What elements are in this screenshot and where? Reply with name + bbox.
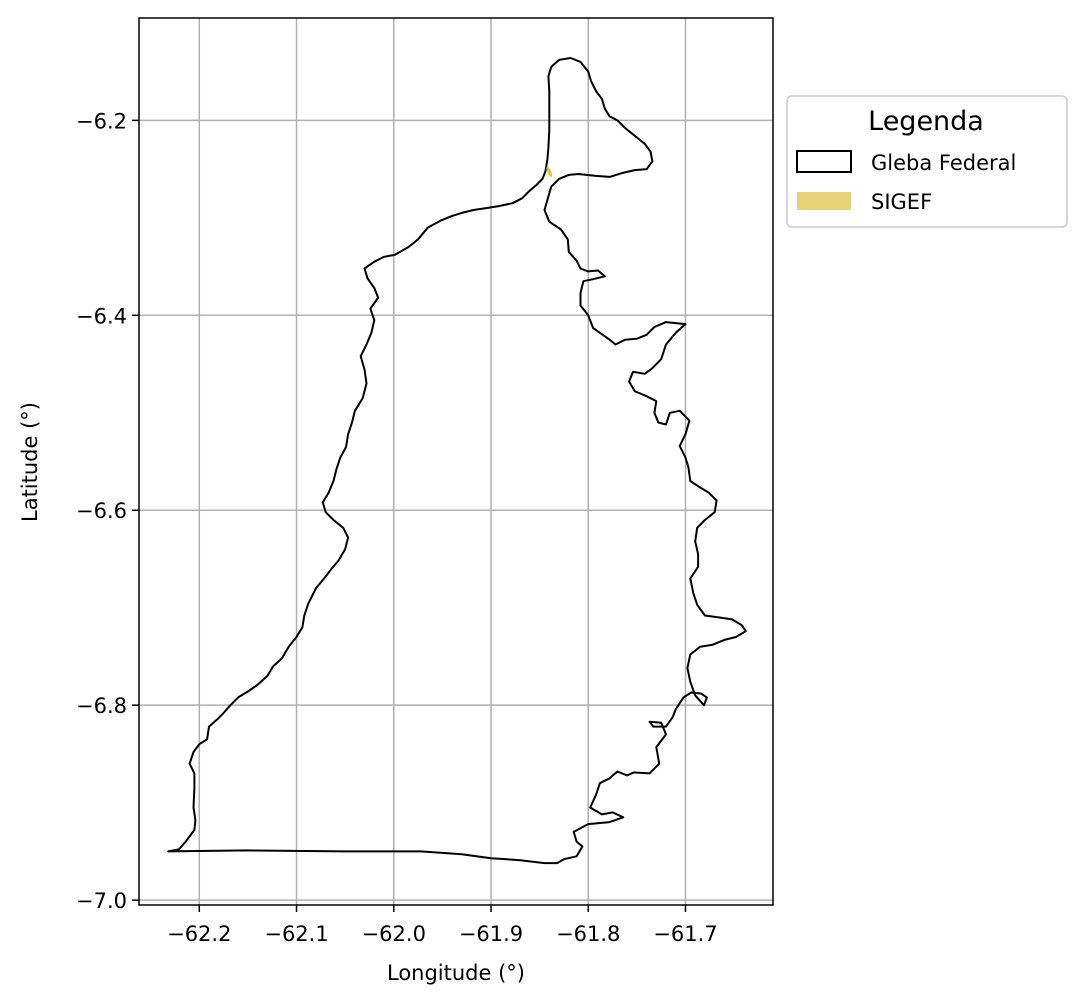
gleba-federal-polygon — [167, 57, 747, 865]
legend: Legenda Gleba Federal SIGEF — [786, 95, 1068, 228]
legend-title: Legenda — [868, 106, 984, 137]
x-tick-label: −62.1 — [264, 922, 328, 946]
legend-label-sigef: SIGEF — [871, 190, 932, 214]
x-tick-label: −61.8 — [556, 922, 620, 946]
legend-swatch-gleba-federal — [796, 150, 852, 173]
y-tick-label: −6.4 — [76, 304, 127, 328]
x-tick-label: −62.2 — [167, 922, 231, 946]
plot-frame — [138, 17, 774, 906]
sigef-polygon — [546, 166, 553, 177]
x-tick-label: −61.9 — [459, 922, 523, 946]
legend-swatch-sigef — [797, 192, 851, 210]
y-tick-label: −6.6 — [76, 499, 127, 523]
legend-box — [786, 95, 1068, 228]
y-tick-label: −7.0 — [76, 889, 127, 913]
x-tick-label: −61.7 — [653, 922, 717, 946]
map-polygons — [167, 57, 747, 865]
y-ticks: −6.2 −6.4 −6.6 −6.8 −7.0 — [76, 109, 139, 913]
x-tick-label: −62.0 — [362, 922, 426, 946]
x-ticks: −62.2 −62.1 −62.0 −61.9 −61.8 −61.7 — [167, 905, 718, 946]
y-tick-label: −6.2 — [76, 109, 127, 133]
legend-label-gleba-federal: Gleba Federal — [871, 151, 1016, 175]
y-tick-label: −6.8 — [76, 694, 127, 718]
grid-lines — [139, 18, 773, 905]
x-axis-label: Longitude (°) — [387, 961, 525, 985]
y-axis-label: Latitude (°) — [18, 402, 42, 522]
